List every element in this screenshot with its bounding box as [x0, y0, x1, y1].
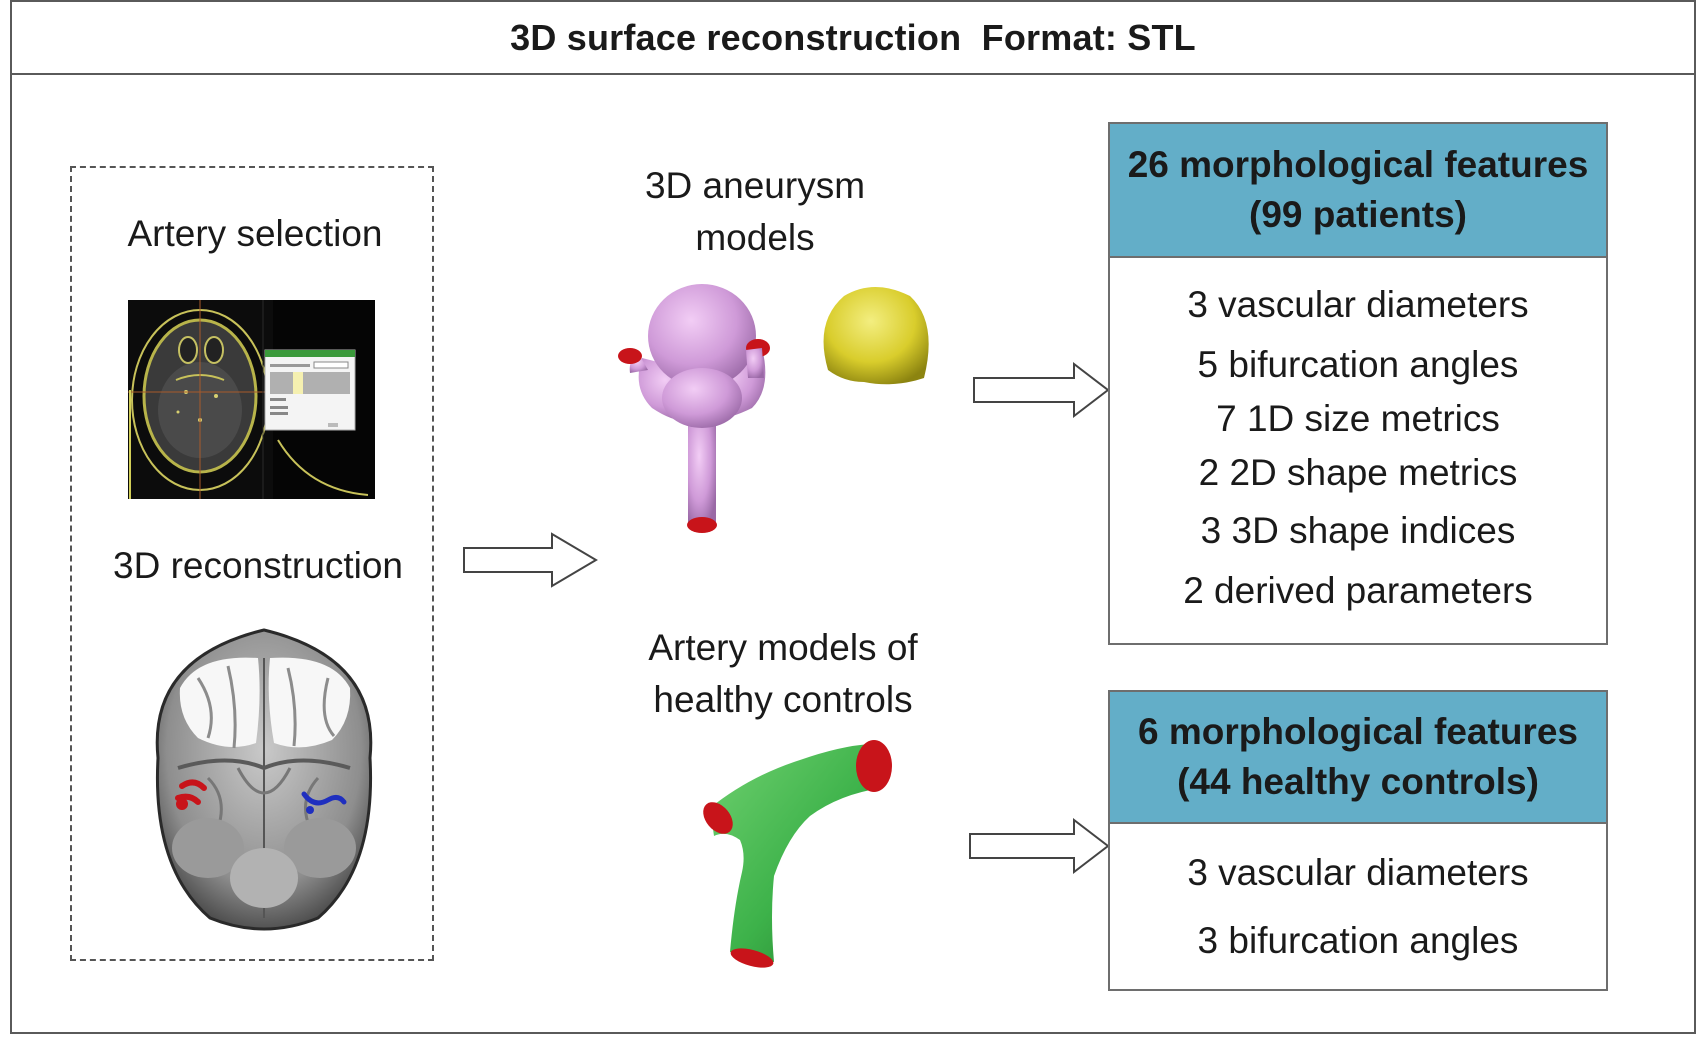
patient-features-box: 26 morphological features (99 patients) …: [1108, 122, 1608, 645]
arrow-to-patient-features: [973, 362, 1110, 418]
figure-title: 3D surface reconstruction: [510, 16, 962, 58]
reconstruction-label: 3D reconstruction: [113, 545, 403, 586]
feature-item: 7 1D size metrics: [1216, 398, 1500, 439]
feature-item: 2 derived parameters: [1183, 570, 1533, 611]
control-count: (44 healthy controls): [1177, 761, 1539, 802]
feature-item: 3 bifurcation angles: [1197, 920, 1519, 961]
feature-item: 3 3D shape indices: [1200, 510, 1516, 551]
feature-item: 3 vascular diameters: [1187, 852, 1529, 893]
aneurysm-model-image: [618, 284, 770, 533]
arrow-to-models: [463, 532, 598, 588]
aneurysm-models-label: 3D aneurysm models: [610, 160, 900, 264]
artery-models-line-1: Artery models of: [648, 627, 918, 668]
patient-features-header: 26 morphological features (99 patients): [1110, 124, 1606, 258]
control-features-box: 6 morphological features (44 healthy con…: [1108, 690, 1608, 991]
arrow-to-control-features: [969, 818, 1110, 874]
patient-features-title: 26 morphological features: [1127, 144, 1589, 185]
aneurysm-models-line-2: models: [695, 217, 815, 258]
format-label: Format: STL: [981, 16, 1196, 58]
patient-count: (99 patients): [1249, 194, 1467, 235]
control-features-header: 6 morphological features (44 healthy con…: [1110, 692, 1606, 824]
aneurysm-sac-image: [823, 287, 929, 385]
control-features-title: 6 morphological features: [1138, 711, 1578, 752]
artery-selection-label: Artery selection: [127, 213, 383, 254]
feature-item: 3 vascular diameters: [1187, 284, 1529, 325]
title-band: 3D surface reconstruction Format: STL: [10, 0, 1696, 75]
feature-item: 2 2D shape metrics: [1198, 452, 1518, 493]
artery-models-line-2: healthy controls: [653, 679, 913, 720]
skull-reconstruction-image: [155, 628, 373, 931]
artery-models-label: Artery models of healthy controls: [618, 622, 948, 726]
ct-slice-image: [128, 300, 375, 499]
feature-item: 5 bifurcation angles: [1197, 344, 1519, 385]
aneurysm-models-line-1: 3D aneurysm: [644, 165, 866, 206]
pipeline-input-group: [70, 166, 434, 961]
healthy-artery-model-image: [703, 740, 892, 968]
